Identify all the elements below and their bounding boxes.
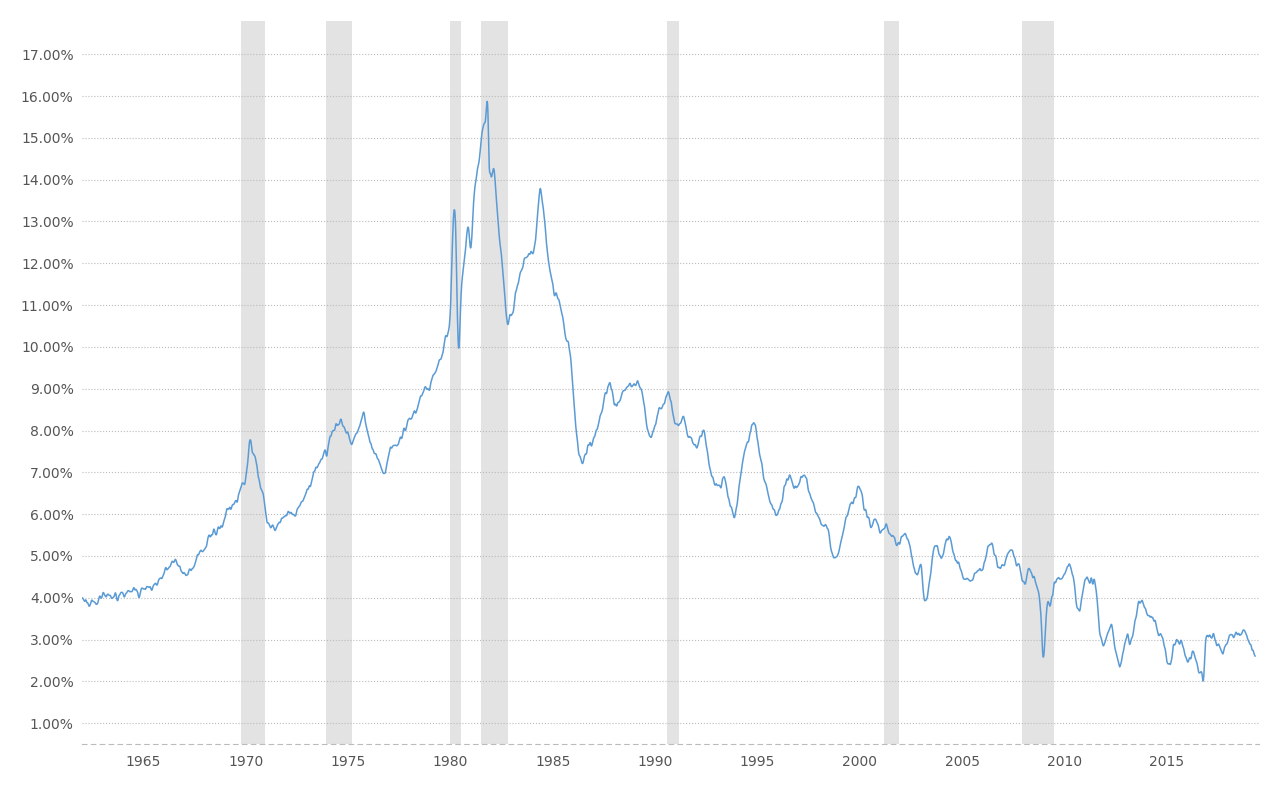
Bar <box>241 21 265 744</box>
Bar <box>326 21 352 744</box>
Bar <box>667 21 680 744</box>
Bar <box>481 21 508 744</box>
Bar <box>451 21 461 744</box>
Bar <box>1021 21 1055 744</box>
Bar <box>884 21 900 744</box>
